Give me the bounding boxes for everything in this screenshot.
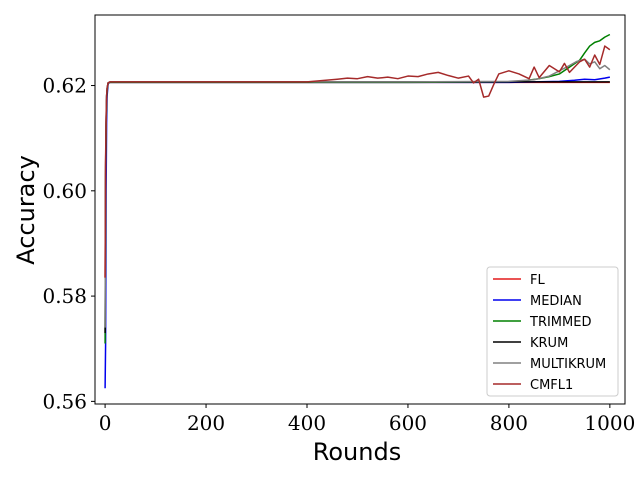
plot-frame bbox=[94, 14, 626, 405]
legend-box bbox=[486, 266, 619, 397]
legend-label: CMFL1 bbox=[530, 378, 573, 393]
x-tick-label: 600 bbox=[389, 411, 427, 435]
legend-label: MULTIKRUM bbox=[530, 357, 606, 372]
legend: FL MEDIAN TRIMMED KRUM MULTIKRUM CMFL1 bbox=[486, 266, 619, 397]
legend-label: FL bbox=[530, 273, 545, 288]
legend-label: MEDIAN bbox=[530, 294, 582, 309]
y-tick-label: 0.56 bbox=[42, 389, 87, 413]
series-line-cmfl1 bbox=[104, 45, 611, 278]
x-tick-label: 0 bbox=[99, 411, 112, 435]
y-axis-title: Accuracy bbox=[12, 155, 40, 265]
x-tick-label: 1000 bbox=[584, 411, 635, 435]
y-tick-label: 0.58 bbox=[42, 284, 87, 308]
series-layer bbox=[104, 33, 611, 389]
series-line-fl bbox=[104, 81, 610, 278]
y-tick-label: 0.62 bbox=[42, 74, 87, 98]
legend-label: KRUM bbox=[530, 336, 568, 351]
legend-label: TRIMMED bbox=[529, 315, 591, 330]
x-tick-label: 200 bbox=[187, 411, 225, 435]
ticks-layer: 0 200 400 600 800 1000 0.56 0.58 0.60 0.62 bbox=[42, 74, 635, 435]
x-tick-label: 400 bbox=[288, 411, 326, 435]
y-tick-label: 0.60 bbox=[42, 179, 87, 203]
x-tick-label: 800 bbox=[490, 411, 528, 435]
x-axis-title: Rounds bbox=[313, 438, 401, 466]
